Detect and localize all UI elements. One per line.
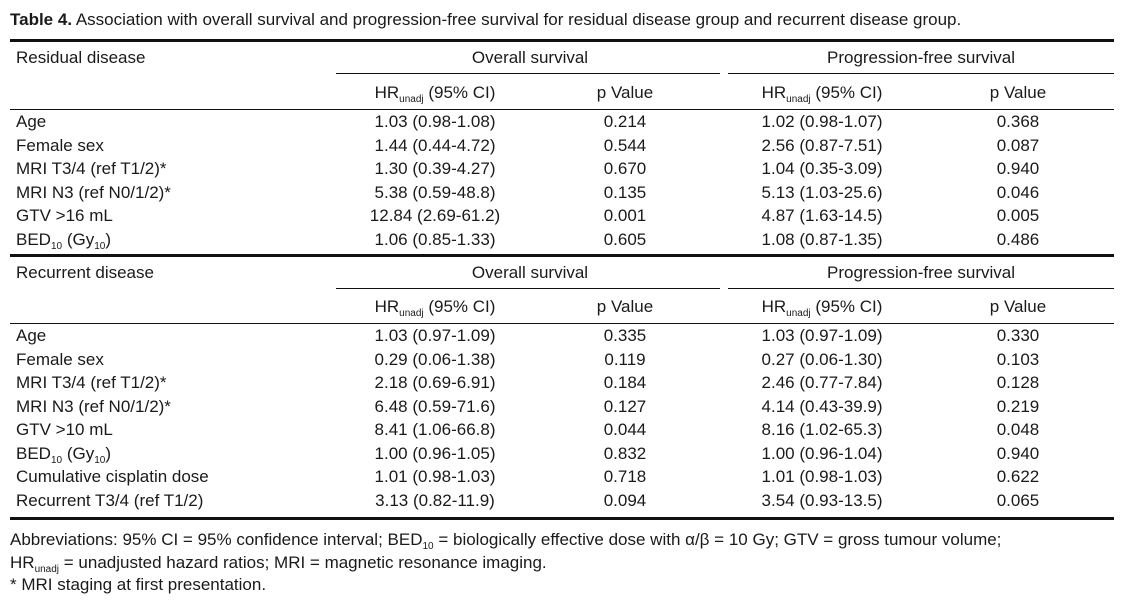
pfs-p-value: 0.940 [996,159,1040,178]
pfs-p-header: p Value [989,83,1047,102]
row-label: GTV >10 mL [16,420,113,439]
os-hr-value: 1.03 (0.97-1.09) [374,326,496,345]
group-label: Recurrent disease [16,263,154,282]
pfs-p-value: 0.940 [996,444,1040,463]
os-p-value: 0.335 [603,326,647,345]
table-bottom-rule [10,517,1114,520]
os-p-value: 0.605 [603,230,647,249]
pfs-hr-value: 5.13 (1.03-25.6) [761,183,883,202]
os-hr-value: 1.06 (0.85-1.33) [374,230,496,249]
os-hr-header: HRunadj (95% CI) [374,83,496,105]
os-p-value: 0.001 [603,206,647,225]
os-hr-value: 8.41 (1.06-66.8) [374,420,496,439]
pfs-p-value: 0.128 [996,373,1040,392]
os-hr-value: 12.84 (2.69-61.2) [369,206,501,225]
pfs-hr-value: 8.16 (1.02-65.3) [761,420,883,439]
table-caption: Table 4. Association with overall surviv… [10,9,1115,31]
os-hr-value: 1.03 (0.98-1.08) [374,112,496,131]
os-p-value: 0.094 [603,491,647,510]
row-label: BED10 (Gy10) [16,230,111,252]
pfs-p-value: 0.486 [996,230,1040,249]
pfs-hr-value: 3.54 (0.93-13.5) [761,491,883,510]
os-hr-value: 3.13 (0.82-11.9) [375,491,495,510]
os-hr-header: HRunadj (95% CI) [374,297,496,319]
row-label: Age [16,326,47,345]
pfs-hr-header: HRunadj (95% CI) [761,297,883,319]
footnote-abbreviations-2: HRunadj = unadjusted hazard ratios; MRI … [10,553,547,575]
section-top-rule [10,39,1114,42]
os-group-rule [336,288,720,289]
caption-text: Association with overall survival and pr… [72,10,962,29]
pfs-hr-value: 1.00 (0.96-1.04) [761,444,883,463]
pfs-hr-value: 2.46 (0.77-7.84) [761,373,883,392]
footnote-abbreviations-1: Abbreviations: 95% CI = 95% confidence i… [10,530,1002,552]
pfs-p-value: 0.046 [996,183,1040,202]
os-hr-value: 1.01 (0.98-1.03) [374,467,496,486]
pfs-p-value: 0.087 [996,136,1040,155]
pfs-hr-value: 4.14 (0.43-39.9) [761,397,883,416]
pfs-hr-header: HRunadj (95% CI) [761,83,883,105]
os-p-value: 0.127 [603,397,647,416]
os-p-value: 0.044 [603,420,647,439]
pfs-hr-value: 1.02 (0.98-1.07) [761,112,883,131]
pfs-hr-value: 0.27 (0.06-1.30) [761,350,883,369]
pfs-p-value: 0.065 [996,491,1040,510]
subheader-rule [10,109,1114,110]
os-p-header: p Value [596,297,654,316]
footnote-mri-staging: * MRI staging at first presentation. [10,575,267,594]
row-label: Age [16,112,47,131]
pfs-hr-value: 2.56 (0.87-7.51) [761,136,883,155]
pfs-hr-value: 1.04 (0.35-3.09) [761,159,883,178]
os-p-value: 0.119 [604,350,646,369]
os-p-value: 0.670 [603,159,647,178]
row-label: MRI T3/4 (ref T1/2)* [16,159,167,178]
subheader-rule [10,323,1114,324]
os-hr-value: 1.00 (0.96-1.05) [374,444,496,463]
pfs-hr-value: 1.01 (0.98-1.03) [761,467,883,486]
os-hr-value: 2.18 (0.69-6.91) [374,373,496,392]
os-p-value: 0.544 [603,136,647,155]
row-label: MRI T3/4 (ref T1/2)* [16,373,167,392]
os-hr-value: 1.44 (0.44-4.72) [374,136,496,155]
os-p-value: 0.718 [603,467,647,486]
pfs-p-header: p Value [989,297,1047,316]
os-hr-value: 5.38 (0.59-48.8) [374,183,496,202]
row-label: MRI N3 (ref N0/1/2)* [16,397,171,416]
os-p-value: 0.135 [603,183,647,202]
pfs-p-value: 0.368 [996,112,1040,131]
pfs-p-value: 0.005 [996,206,1040,225]
section-top-rule [10,254,1114,257]
pfs-hr-value: 1.03 (0.97-1.09) [761,326,883,345]
pfs-p-value: 0.103 [996,350,1040,369]
pfs-group-rule [728,288,1114,289]
row-label: Female sex [16,136,104,155]
os-group-header: Overall survival [471,48,589,67]
row-label: Recurrent T3/4 (ref T1/2) [16,491,204,510]
pfs-p-value: 0.330 [996,326,1040,345]
os-hr-value: 0.29 (0.06-1.38) [374,350,496,369]
os-hr-value: 6.48 (0.59-71.6) [374,397,496,416]
pfs-p-value: 0.048 [996,420,1040,439]
os-p-value: 0.832 [603,444,647,463]
pfs-p-value: 0.622 [996,467,1040,486]
os-group-header: Overall survival [471,263,589,282]
group-label: Residual disease [16,48,146,67]
row-label: Cumulative cisplatin dose [16,467,209,486]
os-p-value: 0.214 [603,112,647,131]
os-p-value: 0.184 [603,373,647,392]
row-label: MRI N3 (ref N0/1/2)* [16,183,171,202]
os-hr-value: 1.30 (0.39-4.27) [374,159,496,178]
pfs-group-header: Progression-free survival [826,48,1015,67]
os-group-rule [336,73,720,74]
pfs-hr-value: 1.08 (0.87-1.35) [761,230,883,249]
row-label: BED10 (Gy10) [16,444,111,466]
row-label: Female sex [16,350,104,369]
pfs-hr-value: 4.87 (1.63-14.5) [761,206,883,225]
pfs-p-value: 0.219 [996,397,1040,416]
pfs-group-rule [728,73,1114,74]
pfs-group-header: Progression-free survival [826,263,1015,282]
os-p-header: p Value [596,83,654,102]
row-label: GTV >16 mL [16,206,113,225]
table-number: Table 4. [10,10,73,29]
